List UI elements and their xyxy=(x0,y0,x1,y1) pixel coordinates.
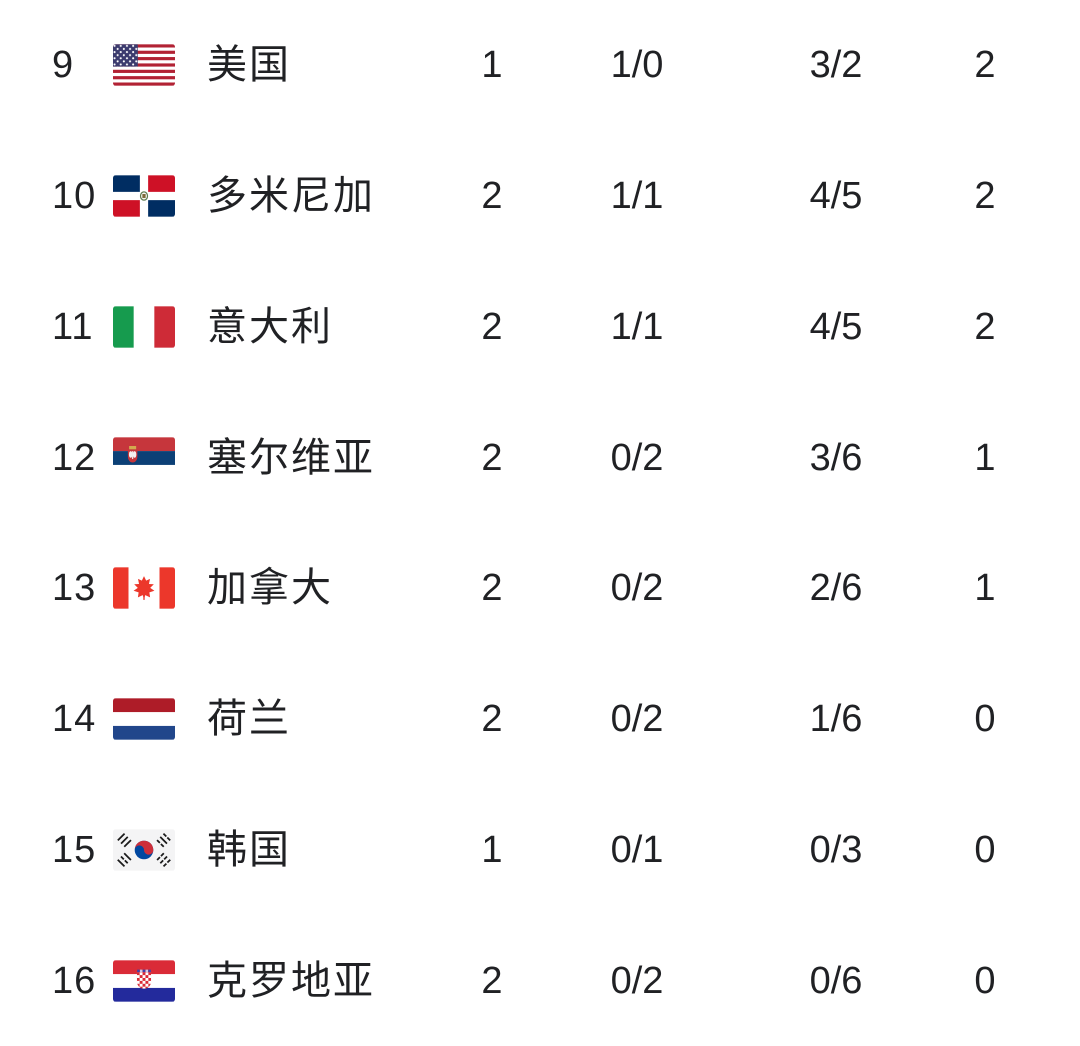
flag-cell xyxy=(113,567,207,610)
flag-cell xyxy=(113,698,207,740)
win-loss-cell: 0/1 xyxy=(610,828,664,871)
serbia-flag-icon xyxy=(113,436,175,479)
played-cell: 2 xyxy=(481,305,503,348)
sets-cell: 0/6 xyxy=(809,959,863,1002)
rank-cell: 9 xyxy=(52,44,75,87)
italy-flag-icon xyxy=(113,306,175,348)
win-loss-cell: 1/0 xyxy=(610,44,664,87)
table-row[interactable]: 12 塞尔维亚 2 0/2 3/6 1 xyxy=(0,392,1080,523)
points-cell: 2 xyxy=(974,305,996,348)
win-loss-cell: 0/2 xyxy=(610,959,664,1002)
table-row[interactable]: 9 美国 1 1/0 3/2 2 xyxy=(0,0,1080,131)
played-cell: 2 xyxy=(481,436,503,479)
rank-cell: 16 xyxy=(52,959,97,1002)
points-cell: 1 xyxy=(974,436,996,479)
points-cell: 2 xyxy=(974,175,996,218)
flag-cell xyxy=(113,44,207,87)
team-name: 意大利 xyxy=(207,304,333,349)
win-loss-cell: 1/1 xyxy=(610,305,664,348)
rank-cell: 14 xyxy=(52,698,97,741)
croatia-flag-icon xyxy=(113,959,175,1002)
netherlands-flag-icon xyxy=(113,698,175,740)
sets-cell: 3/6 xyxy=(809,436,863,479)
points-cell: 0 xyxy=(974,828,996,871)
rank-cell: 11 xyxy=(52,305,94,348)
rank-cell: 12 xyxy=(52,436,97,479)
win-loss-cell: 0/2 xyxy=(610,567,664,610)
points-cell: 1 xyxy=(974,567,996,610)
played-cell: 2 xyxy=(481,175,503,218)
sets-cell: 2/6 xyxy=(809,567,863,610)
table-row[interactable]: 15 韩国 1 0/1 0/3 0 xyxy=(0,785,1080,916)
played-cell: 2 xyxy=(481,959,503,1002)
flag-cell xyxy=(113,829,207,871)
team-name: 塞尔维亚 xyxy=(207,435,375,480)
team-name: 韩国 xyxy=(207,827,291,872)
points-cell: 0 xyxy=(974,698,996,741)
win-loss-cell: 0/2 xyxy=(610,698,664,741)
table-row[interactable]: 13 加拿大 2 0/2 2/6 1 xyxy=(0,523,1080,654)
table-row[interactable]: 14 荷兰 2 0/2 1/6 0 xyxy=(0,654,1080,785)
played-cell: 2 xyxy=(481,698,503,741)
team-name: 克罗地亚 xyxy=(207,958,375,1003)
table-row[interactable]: 16 xyxy=(0,915,1080,1046)
points-cell: 0 xyxy=(974,959,996,1002)
team-name: 荷兰 xyxy=(207,697,291,742)
played-cell: 2 xyxy=(481,567,503,610)
usa-flag-icon xyxy=(113,44,175,87)
dominican-republic-flag-icon xyxy=(113,175,175,217)
team-name: 加拿大 xyxy=(207,566,333,611)
sets-cell: 4/5 xyxy=(809,175,863,218)
played-cell: 1 xyxy=(481,44,503,87)
flag-cell xyxy=(113,175,207,217)
team-name: 美国 xyxy=(207,43,291,88)
points-cell: 2 xyxy=(974,44,996,87)
rank-cell: 10 xyxy=(52,175,97,218)
played-cell: 1 xyxy=(481,828,503,871)
flag-cell xyxy=(113,436,207,479)
table-row[interactable]: 10 多米尼加 2 1/1 4/5 2 xyxy=(0,131,1080,262)
rank-cell: 15 xyxy=(52,828,97,871)
flag-cell xyxy=(113,959,207,1002)
table-row[interactable]: 11 意大利 2 1/1 4/5 2 xyxy=(0,262,1080,393)
flag-cell xyxy=(113,306,207,348)
rank-cell: 13 xyxy=(52,567,97,610)
win-loss-cell: 0/2 xyxy=(610,436,664,479)
sets-cell: 4/5 xyxy=(809,305,863,348)
canada-flag-icon xyxy=(113,567,175,610)
south-korea-flag-icon xyxy=(113,829,175,871)
win-loss-cell: 1/1 xyxy=(610,175,664,218)
team-name: 多米尼加 xyxy=(207,174,375,219)
sets-cell: 3/2 xyxy=(809,44,863,87)
sets-cell: 0/3 xyxy=(809,828,863,871)
sets-cell: 1/6 xyxy=(809,698,863,741)
